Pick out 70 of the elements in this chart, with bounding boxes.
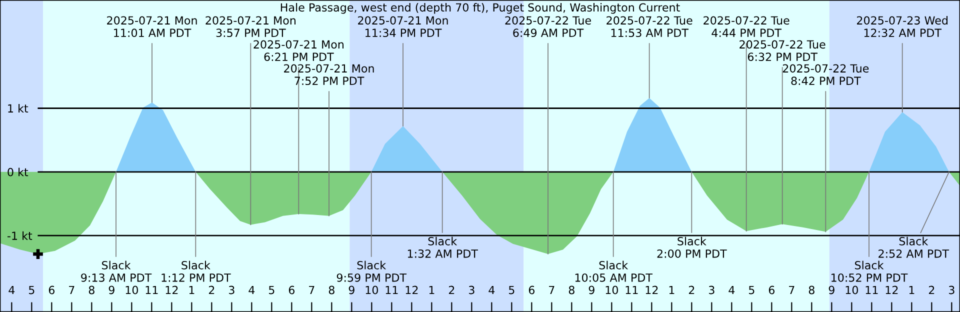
x-tick-label: 7: [789, 286, 794, 294]
x-tick-label: 4: [488, 286, 495, 294]
annotation: Slack 10:52 PM PDT: [832, 260, 908, 282]
x-tick-label: 4: [8, 286, 15, 294]
annotation: Slack 9:13 AM PDT: [81, 260, 152, 282]
annotation: 2025-07-22 Tue 8:42 PM PDT: [782, 64, 869, 86]
x-tick-label: 11: [386, 286, 398, 294]
x-tick-label: 9: [588, 286, 594, 294]
x-tick-label: 5: [508, 286, 514, 294]
x-tick-label: 9: [828, 286, 834, 294]
x-tick-label: 6: [528, 286, 534, 294]
x-tick-label: 3: [708, 286, 714, 294]
x-tick-label: 6: [288, 286, 294, 294]
annotation: Slack 10:05 AM PDT: [575, 260, 653, 282]
x-tick-label: 6: [48, 286, 54, 294]
annotation: 2025-07-21 Mon 3:57 PM PDT: [206, 16, 296, 38]
x-tick-label: 12: [646, 286, 658, 294]
x-tick-label: 5: [28, 286, 34, 294]
annotation: Slack 2:52 AM PDT: [878, 236, 950, 258]
x-tick-label: 9: [348, 286, 354, 294]
x-tick-label: 5: [748, 286, 754, 294]
x-tick-label: 12: [886, 286, 898, 294]
x-tick-label: 11: [626, 286, 638, 294]
annotation: 2025-07-22 Tue 11:53 AM PDT: [606, 16, 692, 38]
annotation: 2025-07-21 Mon 11:34 PM PDT: [358, 16, 448, 38]
annotation: 2025-07-21 Mon 7:52 PM PDT: [284, 64, 374, 86]
annotation: 2025-07-21 Mon 11:01 AM PDT: [107, 16, 197, 38]
x-tick-label: 1: [429, 286, 434, 294]
x-tick-label: 1: [189, 286, 194, 294]
x-tick-label: 2: [688, 286, 694, 294]
x-tick-label: 8: [808, 286, 814, 294]
x-tick-label: 11: [866, 286, 878, 294]
x-tick-label: 12: [406, 286, 418, 294]
x-tick-label: 3: [468, 286, 474, 294]
annotation: 2025-07-22 Tue 4:44 PM PDT: [704, 16, 790, 37]
x-tick-label: 10: [126, 286, 138, 294]
annotation: 2025-07-22 Tue 6:32 PM PDT: [740, 40, 826, 62]
x-tick-label: 1: [669, 286, 674, 294]
annotation: 2025-07-23 Wed 12:32 AM PDT: [856, 16, 948, 38]
x-tick-label: 7: [549, 286, 554, 294]
x-tick-label: 10: [606, 286, 618, 294]
x-tick-label: 8: [328, 286, 334, 294]
x-tick-label: 1: [909, 286, 914, 294]
x-tick-label: 10: [366, 286, 378, 294]
x-tick-label: 12: [166, 286, 178, 294]
annotation: Slack 2:00 PM PDT: [657, 236, 727, 258]
annotation: Slack 1:32 AM PDT: [408, 236, 478, 258]
x-tick-label: 8: [568, 286, 574, 294]
x-tick-label: 5: [268, 286, 274, 294]
x-tick-label: 4: [248, 286, 255, 294]
y-tick-label: -1 kt: [7, 231, 32, 240]
y-tick-label: 1 kt: [8, 104, 28, 112]
annotation: Slack 1:12 PM PDT: [162, 260, 231, 282]
annotation: 2025-07-22 Tue 6:49 AM PDT: [505, 16, 591, 38]
x-tick-label: 2: [928, 286, 934, 294]
x-tick-label: 6: [768, 286, 774, 294]
x-tick-label: 7: [69, 286, 74, 294]
annotation: Slack 9:59 PM PDT: [336, 260, 407, 282]
x-tick-label: 7: [309, 286, 314, 294]
x-tick-label: 2: [208, 286, 214, 294]
x-tick-label: 2: [448, 286, 454, 294]
chart-title: Hale Passage, west end (depth 70 ft), Puget Sound, Washington Current: [280, 3, 680, 14]
x-tick-label: 3: [948, 286, 954, 294]
x-tick-label: 8: [88, 286, 94, 294]
x-tick-label: 11: [146, 286, 158, 294]
x-tick-label: 4: [728, 286, 735, 294]
x-tick-label: 10: [846, 286, 858, 294]
annotation: 2025-07-21 Mon 6:21 PM PDT: [254, 40, 344, 62]
x-tick-label: 3: [228, 286, 234, 294]
x-tick-label: 9: [108, 286, 114, 294]
